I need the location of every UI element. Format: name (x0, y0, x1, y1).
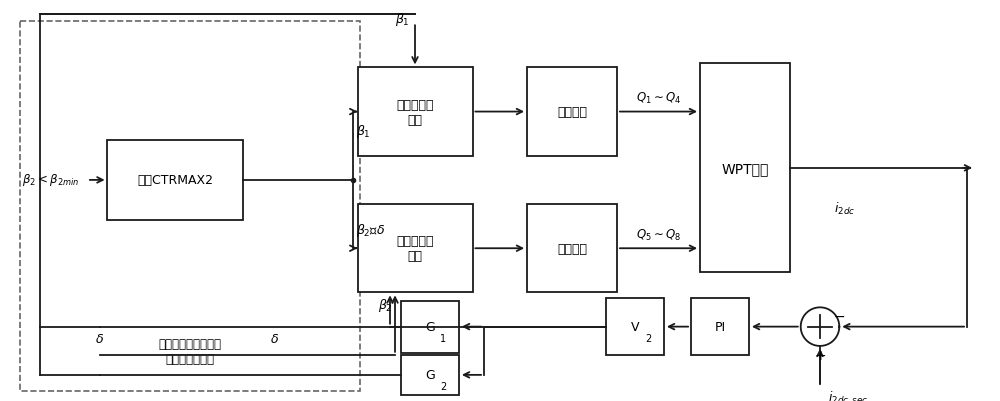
Text: 谐波功率传输判断条
件及初始値装载: 谐波功率传输判断条 件及初始値装载 (158, 337, 222, 365)
Text: 原边调制: 原边调制 (557, 106, 587, 119)
Text: 副边比较值
计算: 副边比较值 计算 (396, 235, 434, 263)
Text: 1: 1 (440, 333, 446, 343)
Text: 原边比较值
计算: 原边比较值 计算 (396, 98, 434, 126)
Text: $\beta_1$: $\beta_1$ (395, 11, 410, 28)
Text: $i_{2dc\_sec}$: $i_{2dc\_sec}$ (828, 388, 868, 401)
Text: $\delta$: $\delta$ (95, 332, 105, 345)
Bar (20, 22, 360, 391)
Text: 改变CTRMAX2: 改变CTRMAX2 (137, 174, 213, 187)
Text: 2: 2 (645, 333, 651, 343)
Text: $Q_1{\sim}Q_4$: $Q_1{\sim}Q_4$ (636, 91, 681, 106)
Bar (606, 299, 664, 355)
Text: +: + (814, 348, 826, 362)
Text: G: G (425, 369, 435, 381)
Bar (401, 355, 459, 395)
Bar (358, 68, 473, 156)
Bar (527, 205, 617, 293)
Text: V: V (631, 320, 639, 333)
Text: G: G (425, 320, 435, 333)
Text: $Q_5{\sim}Q_8$: $Q_5{\sim}Q_8$ (636, 227, 681, 242)
Text: $i_{2dc}$: $i_{2dc}$ (834, 200, 856, 217)
Bar (358, 205, 473, 293)
Bar (691, 299, 749, 355)
Bar (700, 64, 790, 273)
Text: $\beta_1$: $\beta_1$ (356, 122, 371, 139)
Text: 2: 2 (440, 381, 446, 391)
Bar (527, 68, 617, 156)
Text: 副边调制: 副边调制 (557, 242, 587, 255)
Text: WPT系统: WPT系统 (721, 162, 769, 175)
Text: −: − (834, 309, 845, 323)
Bar (107, 140, 242, 221)
Text: PI: PI (714, 320, 726, 333)
Bar (401, 301, 459, 353)
Text: $\beta_2$: $\beta_2$ (378, 296, 392, 313)
Text: $\beta_2$、$\delta$: $\beta_2$、$\delta$ (356, 222, 385, 239)
Text: $\delta$: $\delta$ (270, 332, 280, 345)
Text: $\beta_2 < \beta_{2min}$: $\beta_2 < \beta_{2min}$ (22, 172, 79, 188)
